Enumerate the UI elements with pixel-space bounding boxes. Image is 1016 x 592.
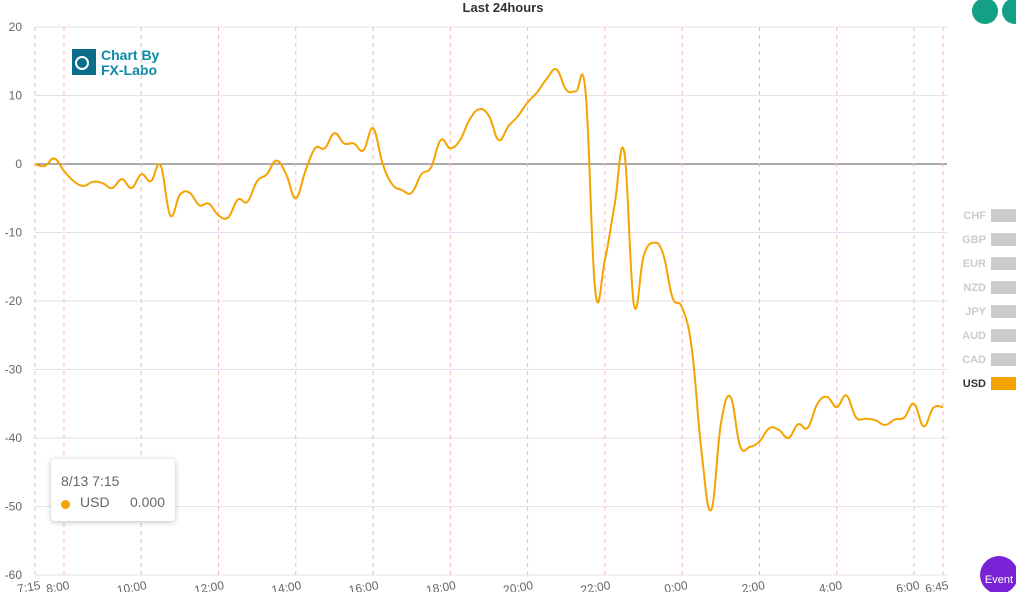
x-tick-label: 8:00 — [45, 578, 71, 592]
tooltip-dot — [61, 500, 70, 509]
zoom-button[interactable] — [972, 0, 998, 24]
y-tick-label: -30 — [5, 363, 23, 377]
grid — [34, 26, 947, 576]
y-tick-label: -20 — [5, 294, 23, 308]
logo-line: Chart By — [101, 47, 160, 63]
legend-label: GBP — [962, 234, 986, 246]
logo-line: FX-Labo — [101, 62, 157, 78]
legend-swatch — [991, 281, 1016, 294]
y-tick-label: -60 — [5, 568, 23, 582]
legend-swatch — [991, 329, 1016, 342]
legend-label: EUR — [963, 258, 986, 270]
legend-swatch — [991, 257, 1016, 270]
legend-label: NZD — [963, 282, 986, 294]
y-tick-label: -10 — [5, 226, 23, 240]
x-tick-label: 2:00 — [741, 578, 767, 592]
tooltip-date: 8/13 7:15 — [61, 473, 120, 489]
event-button[interactable]: Event — [980, 556, 1016, 592]
y-tick-label: 20 — [9, 20, 23, 34]
x-tick-label: 16:00 — [348, 578, 380, 592]
y-tick-label: 0 — [15, 157, 22, 171]
x-tick-label: 0:00 — [663, 578, 689, 592]
legend-swatch — [991, 233, 1016, 246]
legend-swatch — [991, 377, 1016, 390]
x-tick-label: 4:00 — [818, 578, 844, 592]
x-tick-label: 10:00 — [116, 578, 148, 592]
y-tick-label: 10 — [9, 89, 23, 103]
x-tick-label: 14:00 — [270, 578, 302, 592]
y-tick-label: -50 — [5, 500, 23, 514]
series-line — [34, 68, 944, 512]
chart-title: Last 24hours — [463, 0, 544, 15]
legend-label: CHF — [963, 210, 986, 222]
legend-label: USD — [963, 378, 986, 390]
x-tick-label: 20:00 — [502, 578, 534, 592]
x-tick-label: 18:00 — [425, 578, 457, 592]
y-tick-label: -40 — [5, 431, 23, 445]
legend-label: CAD — [962, 354, 986, 366]
x-tick-label: 12:00 — [193, 578, 225, 592]
legend-label: JPY — [965, 306, 986, 318]
legend-swatch — [991, 305, 1016, 318]
legend-swatch — [991, 353, 1016, 366]
tooltip-series: USD — [80, 494, 110, 510]
tooltip: 8/13 7:15 USD 0.000 — [51, 459, 175, 521]
x-tick-label: 7:15 — [16, 578, 42, 592]
legend: CHF GBP EUR NZD JPY AUD CAD USD — [962, 209, 1016, 390]
legend-swatch — [991, 209, 1016, 222]
zoom-button[interactable] — [1002, 0, 1016, 24]
x-tick-label: 22:00 — [579, 578, 611, 592]
legend-label: AUD — [962, 330, 986, 342]
logo: Chart By FX-Labo — [72, 47, 160, 78]
tooltip-value: 0.000 — [129, 494, 165, 510]
x-tick-label: 6:00 — [895, 578, 921, 592]
x-tick-label: 6:45 — [924, 578, 950, 592]
